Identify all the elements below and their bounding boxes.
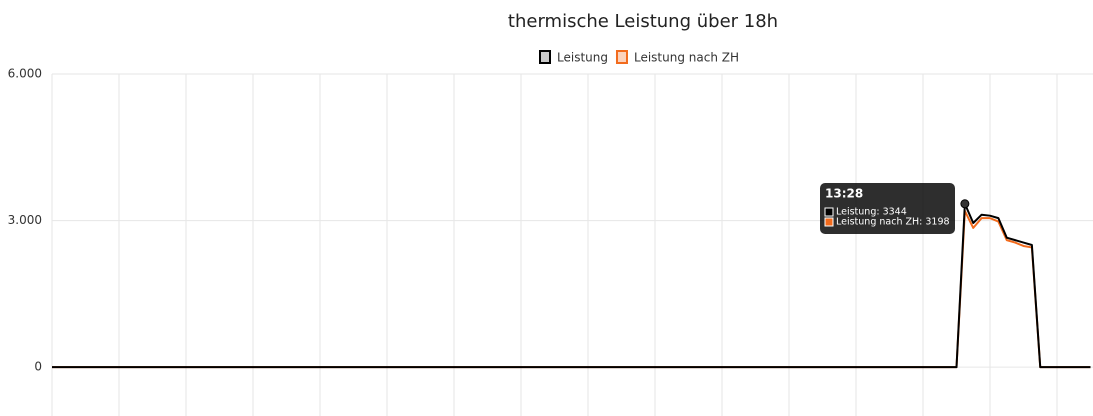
tooltip [820,183,955,234]
legend-label: Leistung [557,51,608,65]
tooltip-swatch [824,217,834,227]
y-tick-label: 6.000 [8,67,42,81]
chart-title: thermische Leistung über 18h [508,11,778,32]
y-tick-label: 0 [34,360,42,374]
legend-swatch [539,50,551,64]
tooltip-line: Leistung: 3344 [836,207,907,218]
legend: Leistung Leistung nach ZH [539,50,739,65]
tooltip-title: 13:28 [825,187,863,201]
data-line [52,209,1091,369]
legend-label: Leistung nach ZH [634,51,739,65]
tooltip-swatch [824,207,834,217]
hover-point [960,199,970,209]
tooltip-line: Leistung nach ZH: 3198 [836,217,950,228]
legend-swatch [615,50,628,64]
data-line [52,202,1091,369]
y-tick-label: 3.000 [8,213,42,227]
